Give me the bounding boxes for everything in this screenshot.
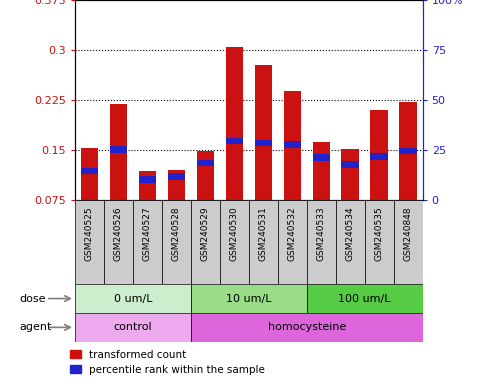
Bar xyxy=(168,173,185,180)
Bar xyxy=(104,200,133,284)
Text: GSM240528: GSM240528 xyxy=(172,207,181,261)
Bar xyxy=(75,284,191,313)
Bar xyxy=(313,154,330,161)
Bar xyxy=(307,284,423,313)
Bar xyxy=(75,313,191,342)
Bar xyxy=(370,110,388,200)
Bar xyxy=(341,161,359,168)
Text: control: control xyxy=(114,322,152,333)
Bar xyxy=(370,153,388,160)
Bar xyxy=(81,168,98,174)
Bar xyxy=(81,149,98,200)
Text: GSM240535: GSM240535 xyxy=(375,207,384,261)
Text: GSM240531: GSM240531 xyxy=(259,207,268,261)
Bar xyxy=(110,104,127,200)
Bar xyxy=(162,200,191,284)
Bar xyxy=(399,148,417,154)
Bar xyxy=(191,200,220,284)
Bar xyxy=(278,200,307,284)
Bar xyxy=(365,200,394,284)
Bar xyxy=(226,46,243,200)
Bar xyxy=(139,171,156,200)
Bar xyxy=(168,170,185,200)
Bar xyxy=(394,200,423,284)
Text: GSM240532: GSM240532 xyxy=(288,207,297,261)
Text: GSM240533: GSM240533 xyxy=(317,207,326,261)
Text: GSM240530: GSM240530 xyxy=(230,207,239,261)
Bar xyxy=(307,200,336,284)
Bar xyxy=(249,200,278,284)
Bar xyxy=(197,151,214,200)
Text: GSM240526: GSM240526 xyxy=(114,207,123,261)
Text: dose: dose xyxy=(19,293,46,304)
Bar xyxy=(191,313,423,342)
Bar xyxy=(341,149,359,200)
Text: agent: agent xyxy=(19,322,52,333)
Bar xyxy=(255,140,272,146)
Bar xyxy=(110,146,127,153)
Text: 10 um/L: 10 um/L xyxy=(226,293,271,304)
Bar xyxy=(191,284,307,313)
Text: GSM240525: GSM240525 xyxy=(85,207,94,261)
Text: GSM240534: GSM240534 xyxy=(346,207,355,261)
Bar xyxy=(220,200,249,284)
Bar xyxy=(133,200,162,284)
Bar xyxy=(399,102,417,200)
Text: 100 um/L: 100 um/L xyxy=(339,293,391,304)
Bar xyxy=(313,142,330,200)
Bar xyxy=(75,200,104,284)
Text: homocysteine: homocysteine xyxy=(268,322,346,333)
Bar xyxy=(255,65,272,200)
Legend: transformed count, percentile rank within the sample: transformed count, percentile rank withi… xyxy=(71,350,265,375)
Bar xyxy=(284,141,301,148)
Bar xyxy=(226,138,243,144)
Bar xyxy=(284,91,301,200)
Text: GSM240848: GSM240848 xyxy=(404,207,412,261)
Bar xyxy=(336,200,365,284)
Text: GSM240529: GSM240529 xyxy=(201,207,210,261)
Bar xyxy=(139,176,156,183)
Text: 0 um/L: 0 um/L xyxy=(114,293,152,304)
Bar xyxy=(197,160,214,166)
Text: GSM240527: GSM240527 xyxy=(143,207,152,261)
